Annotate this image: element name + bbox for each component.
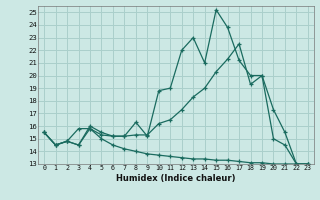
X-axis label: Humidex (Indice chaleur): Humidex (Indice chaleur) bbox=[116, 174, 236, 183]
